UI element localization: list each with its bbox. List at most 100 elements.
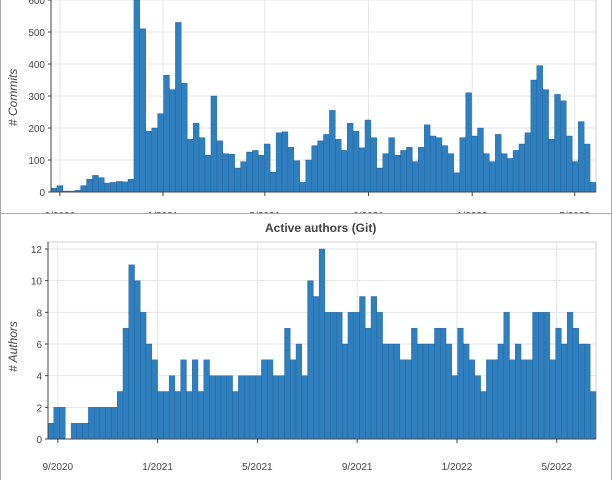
authors-bar <box>111 407 118 440</box>
commits-bar <box>554 94 561 193</box>
authors-x-tick-label: 5/2021 <box>242 462 273 473</box>
authors-bar <box>353 312 360 440</box>
commits-bar <box>234 167 241 193</box>
commits-bar <box>583 143 591 193</box>
authors-bar <box>197 391 204 440</box>
commits-bar <box>104 182 111 193</box>
authors-y-tick-label: 8 <box>36 308 42 319</box>
commits-chart-svg: 0 100 200 300 400 500 600 9/2020 1/2021 5/2021 9/2… <box>28 0 597 213</box>
commits-bar <box>435 137 443 193</box>
commits-bar <box>222 153 229 193</box>
authors-bar <box>47 422 54 440</box>
authors-x-tick-label: 9/2020 <box>43 462 74 473</box>
commits-bar <box>163 74 170 193</box>
authors-bar <box>509 359 516 440</box>
authors-bar <box>445 343 452 440</box>
authors-bar <box>497 343 504 440</box>
commits-bar <box>512 150 520 193</box>
authors-bar <box>515 343 522 440</box>
commits-y-tick-label: 500 <box>28 28 45 39</box>
authors-bar <box>290 359 297 440</box>
commits-bar <box>388 137 395 193</box>
authors-bar <box>128 264 135 440</box>
authors-bar <box>267 359 274 440</box>
authors-x-tick-label: 5/2022 <box>541 462 572 473</box>
authors-bar <box>122 327 129 440</box>
authors-bar <box>584 343 591 440</box>
commits-bar <box>536 65 543 193</box>
commits-bar <box>92 175 99 193</box>
commits-bar <box>240 161 247 193</box>
authors-bar <box>249 375 256 440</box>
authors-bar <box>163 391 170 440</box>
commits-bar <box>157 113 164 193</box>
authors-bar <box>324 312 331 440</box>
commits-bar <box>429 135 437 193</box>
commits-bar <box>299 182 306 193</box>
authors-bar <box>307 280 314 440</box>
commits-bar <box>335 138 342 193</box>
authors-x-tick-label: 1/2021 <box>142 462 173 473</box>
commits-bar <box>145 130 152 193</box>
commits-bar <box>589 182 597 193</box>
authors-bar <box>561 343 568 440</box>
commits-bar <box>483 153 490 193</box>
commits-bar <box>80 185 87 193</box>
authors-bar <box>503 312 510 440</box>
authors-bar <box>82 422 89 440</box>
commits-bar <box>530 79 537 193</box>
commits-bar <box>406 146 413 193</box>
commits-bar <box>560 100 567 193</box>
commits-bar <box>477 127 484 193</box>
authors-bar <box>76 422 83 440</box>
commits-bar <box>127 178 135 193</box>
commits-x-tick-label: 9/2021 <box>353 211 384 213</box>
commits-bar <box>50 187 58 193</box>
authors-bar <box>88 407 95 440</box>
commits-bar <box>151 127 158 193</box>
authors-bar <box>226 375 233 440</box>
authors-bar <box>486 359 493 440</box>
commits-bar <box>192 122 200 193</box>
commits-bar <box>246 151 253 193</box>
authors-bar <box>480 391 487 440</box>
commits-bar <box>578 121 585 193</box>
commits-bar <box>489 161 496 193</box>
commits-bar <box>169 89 176 193</box>
authors-bar <box>255 375 262 440</box>
authors-bar <box>399 359 406 440</box>
authors-bar <box>318 248 326 440</box>
authors-bar <box>341 343 349 440</box>
authors-bar <box>347 312 354 440</box>
authors-bar <box>168 375 176 440</box>
commits-bar <box>210 95 218 193</box>
authors-bar <box>192 359 199 440</box>
commits-bar <box>453 172 460 193</box>
authors-bar <box>365 327 372 440</box>
authors-bar <box>284 327 291 440</box>
authors-bar <box>526 359 533 440</box>
authors-y-tick-label: 12 <box>31 245 43 256</box>
commits-bar <box>518 143 526 193</box>
authors-bar <box>145 343 153 440</box>
authors-bar <box>134 280 141 440</box>
authors-x-tick-label: 1/2022 <box>442 462 473 473</box>
commits-bar <box>394 154 401 193</box>
commits-bar <box>198 137 206 193</box>
authors-y-tick-label: 6 <box>36 340 42 351</box>
commits-bar <box>311 145 318 193</box>
commits-bar <box>139 28 146 193</box>
commits-x-tick-label: 9/2020 <box>45 211 76 213</box>
authors-bar <box>313 296 320 440</box>
commits-bar <box>305 159 312 193</box>
authors-bar <box>474 375 481 440</box>
authors-bar <box>93 407 101 440</box>
authors-bar <box>382 343 389 440</box>
authors-bar <box>451 375 458 440</box>
authors-bar <box>157 391 164 440</box>
commits-bar <box>376 167 383 193</box>
authors-bar <box>180 359 187 440</box>
commits-bar <box>269 171 277 193</box>
authors-bar <box>232 391 239 440</box>
commits-bar <box>548 138 555 193</box>
